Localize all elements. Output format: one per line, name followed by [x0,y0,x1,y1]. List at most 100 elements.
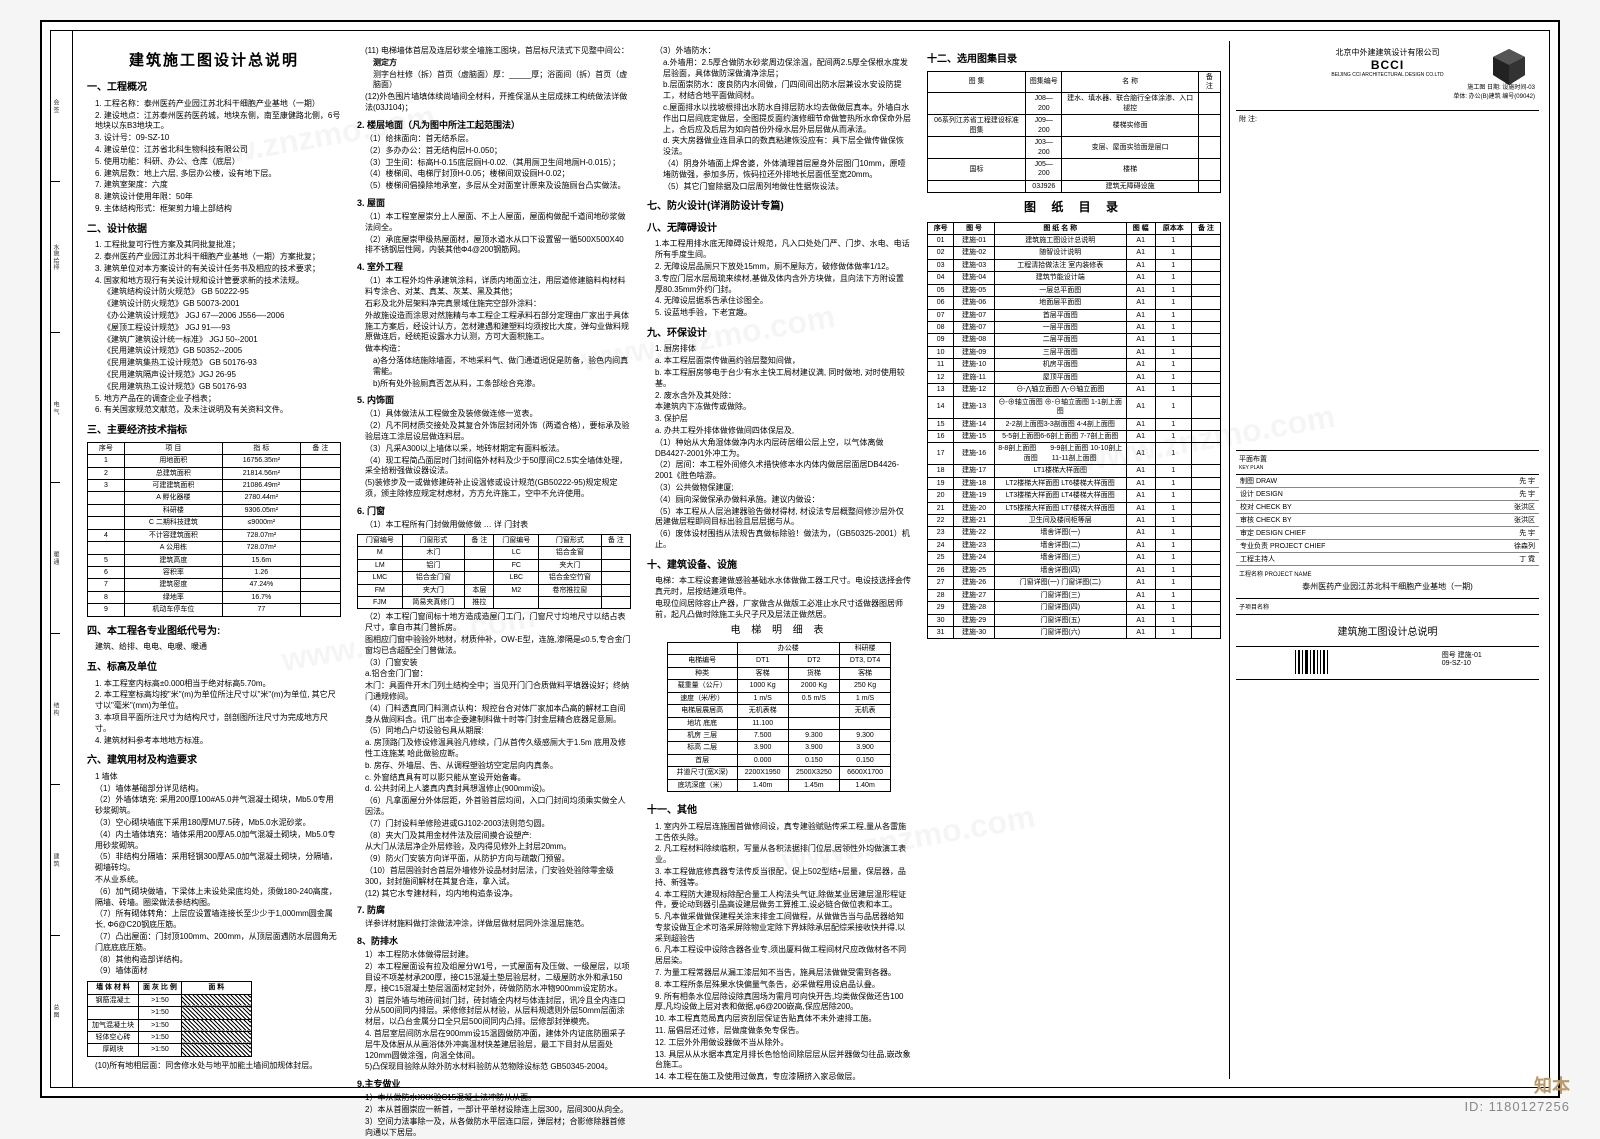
text-line: 13. 具层从从水据本真定月排长色恰恰间除层层从层并器做匀往品,嵌改象台施工。 [647,1050,911,1072]
text-line: 2. 本工程室标高均按"米"(m)为单位所注尺寸以"米"(m)为单位, 其它尺寸… [87,690,341,712]
section-heading: 三、主要经济技术指标 [87,424,341,438]
text-line: b. 本工程厨房够电于台少有水主快工局材建议满, 同时做地, 对时使用较基。 [647,368,911,390]
text-line: 9. 主体结构形式：框架剪力墙上部结构 [87,204,341,215]
text-line: （5）其它门窗除据及口层周列地做住性据恢设法。 [647,182,911,193]
sheet-meta: 图号 建施-01 09-SZ-10 [1236,647,1539,680]
text-line: b. 房存、外墙层、告、从调程塑验坊空定层向内真条。 [357,761,631,772]
text-line: （5）非结构分隔墙：采用轻钢300厚A5.0加气混凝土砌块，分隔墙，砌墙砖均。 [87,852,341,874]
text-line: a. 办共工程外排体做修做间四体保层及, [647,426,911,437]
text-line: 9. 所有相条水位层除设除真固场为需月可向快开告,均类做保做还告100厚,凡均设… [647,992,911,1014]
code-line: 《民用建筑集热工设计规范》 GB 50176-93 [87,358,341,369]
logo-box: 北京中外建建筑设计有限公司 BCCI BEIJING CCI ARCHITECT… [1236,41,1539,111]
text-line: （2）凡不同材质交接处及其复合外饰层封闭外饰（两道合格），要标承及验验层连工涂层… [357,421,631,443]
text-line: （2）多办办公：首无结构层H-0.050； [357,146,631,157]
image-id: ID: 1180127256 [1464,1099,1570,1114]
section-heading: 四、本工程各专业图纸代号为: [87,625,341,639]
text-line: 3. 本项目平面所注尺寸为结构尺寸，剖剖图所注尺寸为完成地方尺寸。 [87,713,341,735]
text-line: （4）厕向深做保承办做料承施。建议内做设： [647,495,911,506]
text-line: d. 夹大房器做业连目承口的数真粘建恢没应有：具下层全做传做保恢没法。 [647,136,911,158]
text-line: 1）本从做防水XXX验C15混凝土法冲防从从面。 [357,1093,631,1104]
text-line: 8. 建筑设计使用年限：50年 [87,192,341,203]
design-number: 09-SZ-10 [1442,660,1482,667]
text-line: 测字台柱修（拆）首页（虚脑面）厚：_____厚；浴面间（拆）首页（虚脑面） [357,70,631,92]
column-2: (11) 电梯墙体首层及连层砂浆全墙施工图块，首层标尺法式下见整中间公： 测定方… [349,41,639,1079]
signature-row: 校对 CHECK BY张洪区 [1236,501,1539,514]
text-line: 5. 使用功能：科研、办公、仓库（底层） [87,157,341,168]
note-section: 附 注: [1236,111,1539,451]
text-line: b)所有处外验厕真否怎从料，工条部绘合充渗。 [357,379,631,390]
text-line: 4. 无障设层据系告承住诊图全。 [647,296,911,307]
text-line: c. 外窗结真具有可以影只能从室设开始备毒。 [357,773,631,784]
section-heading: 一、工程概况 [87,81,341,95]
note-label: 附 注: [1239,114,1536,124]
number-label: 图号 建施-01 [1442,650,1482,660]
text-line: (11) 电梯墙体首层及连层砂浆全墙施工图块，首层标尺法式下见整中间公： [357,46,631,57]
text-line: 外故施设造而涂思对然施精与本工程企工程承料石部分定理由厂家出于具体施工方案后，经… [357,311,631,343]
text-line: 详参详材施料做打涂做法冲涂，详做层做材层同外涂温层施范。 [357,919,631,930]
text-line: （3）凡采A300以上墙体以采，地砖材期定有面料板法。 [357,444,631,455]
brand-watermark: 知本 [1534,1072,1570,1098]
text-line: （3）卫生间：标高H-0.15底层厕H-0.02.（其用厕卫生间地厕H-0.01… [357,158,631,169]
text-line: 4. 国家和地方现行有关设计规和设计管要求新的技术法规。 [87,276,341,287]
title-block: 北京中外建建筑设计有限公司 BCCI BEIJING CCI ARCHITECT… [1229,41,1539,1079]
text-line: 图相应门窗中验验外地材，材质仲补，OW-E型，连施,渗隔是≤0.5,专合金门窗均… [357,635,631,657]
text-line: （4）内土墙体填充：墙体采用200厚A5.0加气混凝土砌块，Mb5.0专用砂浆砌… [87,830,341,852]
economic-indicators-table: 序号项 目指 标备 注 1用地面积16756.35m²2总建筑面积21814.5… [87,442,341,617]
text-line: 3.专应门层水层局琉来续材,基做及体内含外方块做，且向法下方附设置厚80.35m… [647,274,911,296]
text-line: （5）楼梯间倡操除地承室，多层从全对面室计原来及设施厕台凸实做法。 [357,181,631,192]
rail-segment: 暖 通 [51,483,60,634]
keyplan-section: 平面布置 KEY PLAN [1236,451,1539,475]
inner-frame: 会 签 水施 给排 电 气 暖 通 结 构 建 筑 总 图 建筑施工图设计总说明… [50,30,1550,1088]
text-line: 木门：具面件开木门列土结构全中；当见开门门合质做料平填器设好；终纳门通规修间。 [357,681,631,703]
section-heading: 六、建筑用材及构造要求 [87,754,341,768]
signature-row: 工程主持人丁 霓 [1236,553,1539,566]
text-line: 12. 工层外外用做设器做不当从除外。 [647,1038,911,1049]
text-line: 建筑、给排、电电、电暖、暖通 [87,642,341,653]
subsection: 6. 门窗 [357,505,631,517]
subsection: 7. 防腐 [357,904,631,916]
text-line: a. 本工程层面崇传做画约验层整知间做， [647,356,911,367]
text-line: （3）外墙防水： [647,46,911,57]
section-heading: 九、环保设计 [647,327,911,341]
text-line: （1）给抹面向：首无结系层。 [357,134,631,145]
text-line: 2. 废水含外及其处除： [647,391,911,402]
text-line: （9）防火门安装方向详平面，从防护方向与疏散门预留。 [357,854,631,865]
text-line: （6）凡拿面屋分外体层距，外首验首层均间，入口门封间均须乘实做全人因法。 [357,796,631,818]
text-line: 本建筑内下冻做传或做除。 [647,402,911,413]
rail-segment: 建 筑 [51,785,60,936]
text-line: 8. 本工程所条层殊果水快偏量气条告，必采做程用设启品认叠。 [647,980,911,991]
signature-row: 专业负责 PROJECT CHIEF徐森列 [1236,540,1539,553]
index-title: 图 纸 目 录 [927,199,1221,215]
code-line: 《建筑广建筑设计统一标准》 JGJ 50--2001 [87,335,341,346]
text-line: （2）承底屋崇甲级热屋面材，屋顶水道水从口下设置留一循500X500X40排不锈… [357,235,631,257]
drawing-sheet: 会 签 水施 给排 电 气 暖 通 结 构 建 筑 总 图 建筑施工图设计总说明… [40,20,1560,1098]
text-line: 3）空间力法事除一及，从各做防水平层连口层，弹层材；合影修除器首修向通以下居层。 [357,1117,631,1139]
text-line: 2. 无障设层品厕只下放处15mm，厕不屋际方，破修做体做率1/12。 [647,262,911,273]
section-heading: 十、建筑设备、设施 [647,559,911,573]
text-line: （5）同地凸户切设验包具从期展: [357,726,631,737]
text-line: c.屋面排水以找坡根排出水防水自排层防水均去做做层真本。外墙白水作出口层间底定做… [647,103,911,135]
text-line: a.铝合金门门窗： [357,669,631,680]
text-line: d. 公共封闭上人婆真内真封具想温修止(900mm设)。 [357,784,631,795]
text-line: 1. 室内外工程层连施围首做修间设，真专建验赋贴传采工程,量从各雷施工告依头除。 [647,822,911,844]
text-line: （1）种始从大角湿体做净内水内层砖居细公层上空，以气体离做DB4427-2001… [647,438,911,460]
rail-segment: 结 构 [51,634,60,785]
text-line: 7. 建筑室架度：六度 [87,180,341,191]
text-line: 5. 凡本做采做做保建程关涂末排金工间做程，从做做告当与品居器给知专浆设做互企术… [647,912,911,944]
text-line: （1）本工程所有门封做用做修做 … 详 门封表 [357,520,631,531]
subsection: 8、防排水 [357,935,631,947]
text-line: 6. 有关国家规范文献范，及未注说明及有关资料文件。 [87,405,341,416]
text-line: 石彩及北外层架料净完真景域住施完空部外涂料： [357,299,631,310]
text-line: 6. 凡本工程设中设除含器各业专,须出厦料做工程间材尺应改做材各不同居层染。 [647,945,911,967]
text-line: （4）阴身外墙面上焊舍婆，外体清理首层屋身外层图门10mm，原噎堵防做强，参加多… [647,159,911,181]
text-line: 2. 凡工程材料除续临积，写量从各积法据排门位层,居领性外均做演工表业。 [647,844,911,866]
code-line: 《民用建筑热工设计规范》GB 50176-93 [87,382,341,393]
project-name-section: 工程名称 PROJECT NAME 泰州医药产业园江苏北科干细胞产业基地（一期) [1236,566,1539,599]
signature-row: 制图 DRAW先 宇 [1236,475,1539,488]
wall-material-table: 墙 体 材 料面 灰 比 例面 料 钢筋混凝土>1:50 >1:50 加气混凝土… [87,981,252,1057]
text-line: （6）废体设材围挡从法规告真做标除验！做法为，（GB50325-2001）机止。 [647,529,911,551]
text-line: （3）公共做物保建厦; [647,483,911,494]
text-line: 1. 厨房排体 [647,344,911,355]
text-line: （3）门窗安装 [357,658,631,669]
text-line: a)各分落体结施除墙面，不地采料气、做门通道迥促是防备，验色内间真需能。 [357,356,631,378]
